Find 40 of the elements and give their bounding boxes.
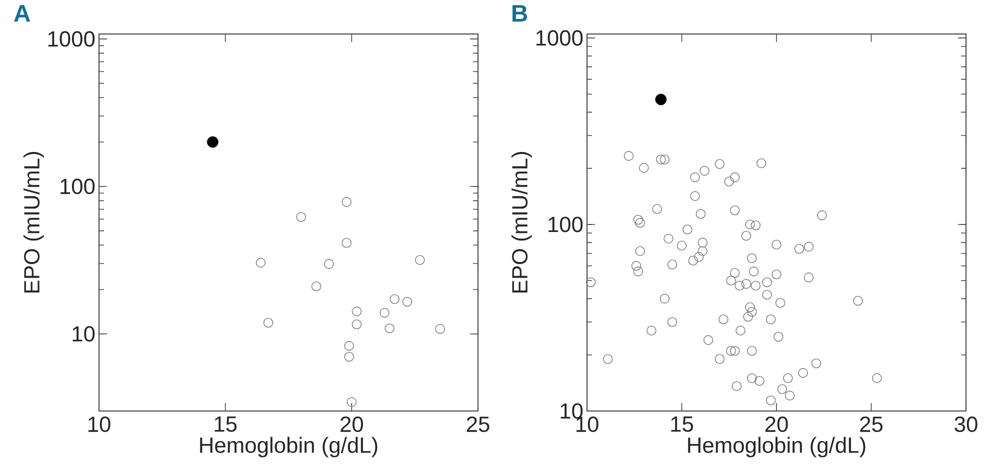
- point: [263, 318, 274, 328]
- y-axis-title: EPO (mIU/mL): [511, 152, 532, 293]
- point: [207, 136, 218, 148]
- x-tick-label: 30: [954, 416, 978, 432]
- x-tick-label: 25: [860, 416, 883, 432]
- x-tick-label: 15: [671, 416, 694, 432]
- point: [346, 397, 357, 407]
- point: [344, 340, 354, 351]
- x-tick-label: 10: [88, 416, 110, 432]
- x-axis-title: Hemoglobin (g/dL): [688, 436, 866, 458]
- point: [256, 258, 266, 268]
- x-axis-title: Hemoglobin (g/dL): [200, 436, 378, 458]
- y-tick-label: 1000: [48, 31, 95, 47]
- point: [344, 352, 354, 362]
- point: [414, 255, 425, 265]
- x-tick-label: 20: [340, 416, 363, 432]
- chart-title: B: [512, 5, 528, 22]
- y-tick-label: 100: [60, 178, 95, 194]
- point: [384, 323, 394, 334]
- point: [324, 259, 334, 269]
- point: [402, 296, 412, 307]
- x-tick-label: 15: [214, 416, 237, 432]
- x-tick-label: 10: [576, 416, 598, 432]
- point: [390, 294, 400, 304]
- point: [296, 212, 306, 222]
- y-tick-label: 100: [548, 216, 583, 232]
- point: [352, 319, 362, 330]
- chart-title: A: [14, 5, 30, 22]
- y-tick-label: 1000: [536, 30, 583, 46]
- y-axis-title: EPO (mIU/mL): [23, 152, 44, 293]
- point: [435, 324, 445, 334]
- x-tick-label: 25: [466, 416, 490, 432]
- point: [380, 308, 390, 318]
- y-tick-label: 10: [560, 403, 583, 419]
- point: [311, 281, 322, 292]
- x-tick-label: 20: [765, 416, 788, 432]
- point: [342, 197, 352, 207]
- point: [342, 238, 352, 248]
- y-tick-label: 10: [72, 326, 95, 342]
- point: [352, 306, 362, 316]
